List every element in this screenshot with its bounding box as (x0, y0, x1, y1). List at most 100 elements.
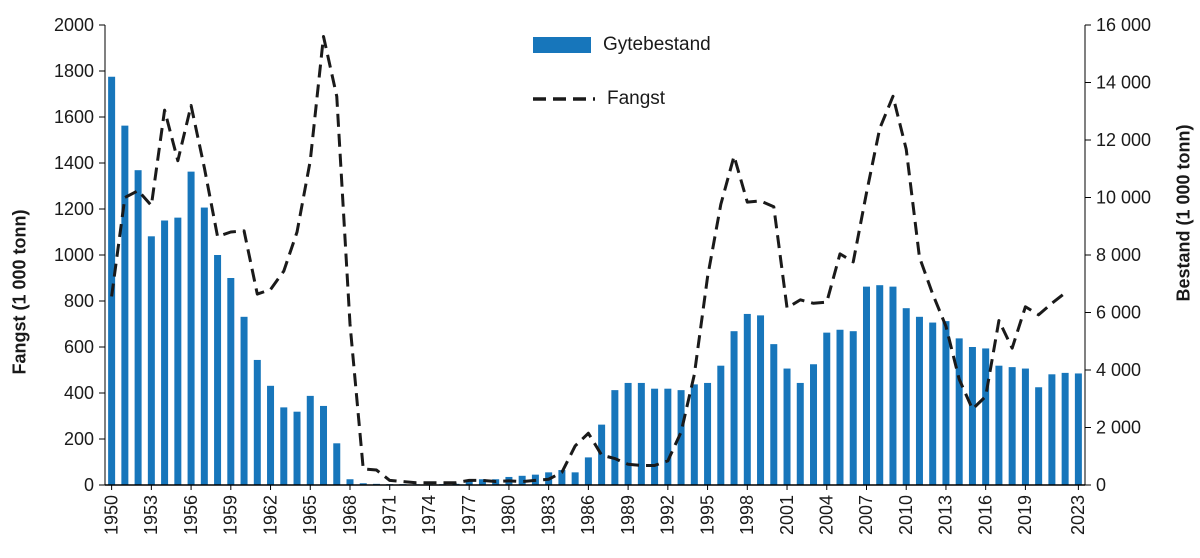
x-tick-label: 1989 (618, 495, 638, 535)
x-tick-label: 1995 (697, 495, 717, 535)
bar (478, 479, 486, 485)
bar (823, 332, 831, 486)
bar (584, 457, 592, 485)
y-left-tick-label: 1200 (54, 199, 94, 219)
bar (783, 368, 791, 485)
bar (293, 411, 301, 485)
x-tick-label: 1962 (260, 495, 280, 535)
x-tick-label: 1992 (658, 495, 678, 535)
bar (253, 359, 261, 485)
x-tick-label: 2013 (936, 495, 956, 535)
bar (929, 322, 937, 485)
legend: Gytebestand Fangst (533, 34, 711, 110)
y-right-tick-label: 0 (1096, 475, 1106, 495)
bar (664, 388, 672, 485)
bar (121, 125, 129, 486)
legend-item-fangst: Fangst (533, 88, 711, 110)
x-tick-label: 1998 (737, 495, 757, 535)
x-tick-label: 1980 (499, 495, 519, 535)
bar (1074, 373, 1082, 485)
bar (810, 364, 818, 485)
x-tick-label: 1974 (419, 495, 439, 535)
y-right-tick-label: 16 000 (1096, 15, 1151, 35)
bar (1021, 368, 1029, 485)
bar (955, 338, 963, 486)
bar (1048, 374, 1056, 485)
bar (637, 382, 645, 485)
legend-item-gytebestand: Gytebestand (533, 34, 711, 56)
y-right-tick-label: 12 000 (1096, 130, 1151, 150)
fangst-dash-swatch-icon (533, 97, 595, 101)
x-tick-label: 2010 (896, 495, 916, 535)
bar (889, 286, 897, 486)
x-axis: 1950 1953 1956 1959 1962 1965 1968 1971 1974 1977… (101, 484, 1088, 535)
x-tick-label: 1965 (300, 495, 320, 535)
y-axis-left: 0 200 400 600 800 1000 1200 1400 1600 1800 2000 (54, 15, 106, 495)
bar (796, 382, 804, 485)
bar (624, 382, 632, 485)
bar (280, 407, 288, 486)
y-left-tick-label: 1600 (54, 107, 94, 127)
bar (161, 220, 169, 485)
bar (849, 331, 857, 485)
bar (690, 384, 698, 486)
bar (518, 475, 526, 485)
bar (174, 217, 182, 486)
y-left-tick-label: 1000 (54, 245, 94, 265)
bar (770, 344, 778, 486)
bar (346, 479, 354, 485)
y-right-tick-label: 2 000 (1096, 418, 1141, 438)
y-axis-left-title: Fangst (1 000 tonn) (9, 209, 30, 375)
bar (1008, 367, 1016, 486)
y-right-tick-label: 10 000 (1096, 188, 1151, 208)
y-axis-right-title: Bestand (1 000 tonn) (1173, 124, 1194, 302)
bar (465, 480, 473, 485)
bar (876, 285, 884, 485)
bar (862, 286, 870, 486)
bar (743, 313, 751, 485)
bar (1061, 372, 1069, 486)
bar (134, 170, 142, 485)
bar (214, 255, 222, 485)
y-left-tick-label: 2000 (54, 15, 94, 35)
bar (677, 390, 685, 486)
bar (306, 395, 314, 486)
x-tick-label: 1986 (578, 495, 598, 535)
x-tick-label: 1983 (538, 495, 558, 535)
bar (982, 348, 990, 485)
bar (571, 472, 579, 485)
bar (942, 321, 950, 486)
bar (359, 483, 367, 485)
x-tick-label: 2004 (817, 495, 837, 535)
x-tick-label: 2007 (856, 495, 876, 535)
gytebestand-swatch-icon (533, 37, 591, 53)
bar (915, 316, 923, 485)
y-left-tick-label: 1400 (54, 153, 94, 173)
legend-label-fangst: Fangst (607, 88, 666, 109)
x-tick-label: 1971 (379, 495, 399, 535)
bar (757, 315, 765, 486)
bar (902, 308, 910, 485)
x-tick-label: 1959 (221, 495, 241, 535)
bar (704, 382, 712, 485)
bar (187, 171, 195, 486)
x-tick-label: 2001 (777, 495, 797, 535)
line-fangst (110, 35, 1067, 485)
x-tick-label: 2023 (1068, 495, 1088, 535)
x-tick-label: 1956 (181, 495, 201, 535)
bar (108, 76, 116, 485)
y-left-tick-label: 400 (64, 383, 94, 403)
bar (651, 388, 659, 485)
y-right-tick-label: 8 000 (1096, 245, 1141, 265)
x-tick-label: 1953 (141, 495, 161, 535)
bar (995, 365, 1003, 485)
y-right-tick-label: 6 000 (1096, 303, 1141, 323)
bar (836, 329, 844, 485)
bar (1035, 387, 1043, 485)
bar (558, 470, 566, 485)
bar (968, 347, 976, 485)
bar (240, 316, 248, 485)
y-left-tick-label: 600 (64, 337, 94, 357)
